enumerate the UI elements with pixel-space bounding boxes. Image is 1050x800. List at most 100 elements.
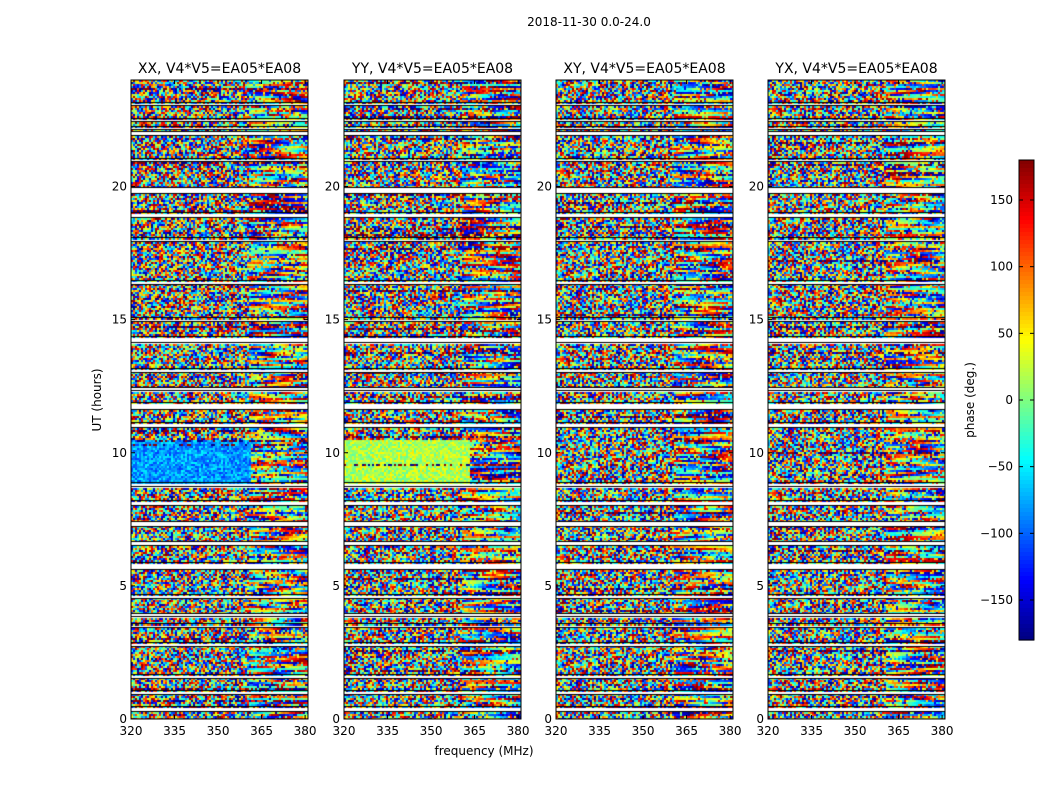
y-tick-label: 15 (325, 313, 340, 327)
colorbar-segment (1019, 400, 1034, 405)
x-tick-label: 320 (757, 724, 780, 738)
colorbar-segment (1019, 184, 1034, 189)
colorbar-segment (1019, 276, 1034, 281)
colorbar-segment (1019, 332, 1034, 337)
colorbar-segment (1019, 316, 1034, 321)
x-tick-label: 380 (931, 724, 954, 738)
figure-title: 2018-11-30 0.0-24.0 (527, 15, 651, 29)
x-tick-label: 365 (250, 724, 273, 738)
x-tick-label: 350 (632, 724, 655, 738)
y-tick-label: 10 (325, 446, 340, 460)
colorbar-segment (1019, 576, 1034, 581)
colorbar-segment (1019, 208, 1034, 213)
colorbar-segment (1019, 536, 1034, 541)
y-tick-label: 5 (332, 579, 340, 593)
colorbar-segment (1019, 620, 1034, 625)
colorbar-segment (1019, 564, 1034, 569)
colorbar-segment (1019, 496, 1034, 501)
colorbar-segment (1019, 608, 1034, 613)
colorbar-segment (1019, 548, 1034, 553)
colorbar-tick-label: −50 (988, 460, 1013, 474)
colorbar-segment (1019, 444, 1034, 449)
y-tick-label: 20 (537, 180, 552, 194)
colorbar-segment (1019, 460, 1034, 465)
x-tick-label: 320 (333, 724, 356, 738)
heatmap-canvas (344, 80, 521, 719)
colorbar-segment (1019, 420, 1034, 425)
colorbar-label: phase (deg.) (963, 362, 977, 438)
x-tick-label: 350 (207, 724, 230, 738)
heatmap-xy (556, 80, 733, 719)
panel-xy: XY, V4*V5=EA05*EA08 320 335 350 365 380 0 5 10 15… (537, 61, 742, 738)
colorbar-segment (1019, 304, 1034, 309)
colorbar-segment (1019, 580, 1034, 585)
x-tick-label: 350 (844, 724, 867, 738)
colorbar-segment (1019, 572, 1034, 577)
y-tick-label: 5 (119, 579, 127, 593)
colorbar-segment (1019, 500, 1034, 505)
y-tick-label: 20 (325, 180, 340, 194)
colorbar-segment (1019, 244, 1034, 249)
x-tick-label: 365 (887, 724, 910, 738)
colorbar-segment (1019, 612, 1034, 617)
colorbar-segment (1019, 456, 1034, 461)
x-axis-label: frequency (MHz) (434, 744, 533, 758)
colorbar-segment (1019, 172, 1034, 177)
colorbar-segment (1019, 168, 1034, 173)
colorbar-tick-label: −150 (980, 593, 1013, 607)
panel-title: YX, V4*V5=EA05*EA08 (774, 61, 937, 77)
colorbar-segment (1019, 636, 1034, 641)
colorbar-segment (1019, 552, 1034, 557)
panel-title: XX, V4*V5=EA05*EA08 (138, 61, 301, 77)
colorbar-segment (1019, 288, 1034, 293)
x-tick-label: 335 (800, 724, 823, 738)
colorbar-segment (1019, 160, 1034, 165)
colorbar-segment (1019, 372, 1034, 377)
colorbar-segment (1019, 296, 1034, 301)
y-tick-label: 15 (537, 313, 552, 327)
colorbar-segment (1019, 196, 1034, 201)
colorbar-segment (1019, 516, 1034, 521)
colorbar-segment (1019, 164, 1034, 169)
colorbar-segment (1019, 328, 1034, 333)
x-tick-label: 365 (675, 724, 698, 738)
colorbar-segment (1019, 404, 1034, 409)
colorbar-segment (1019, 524, 1034, 529)
colorbar-segment (1019, 512, 1034, 517)
colorbar-segment (1019, 324, 1034, 329)
colorbar-tick-label: 150 (990, 193, 1013, 207)
colorbar-segment (1019, 504, 1034, 509)
colorbar-segment (1019, 228, 1034, 233)
x-tick-label: 320 (545, 724, 568, 738)
x-tick-label: 380 (294, 724, 317, 738)
colorbar-segment (1019, 616, 1034, 621)
colorbar-segment (1019, 528, 1034, 533)
colorbar-segment (1019, 588, 1034, 593)
colorbar-segment (1019, 224, 1034, 229)
colorbar-segment (1019, 380, 1034, 385)
panel-frame (555, 79, 734, 720)
colorbar-segment (1019, 628, 1034, 633)
colorbar-segment (1019, 436, 1034, 441)
colorbar-segment (1019, 408, 1034, 413)
colorbar-segment (1019, 356, 1034, 361)
heatmap-yx (768, 80, 945, 719)
colorbar-segment (1019, 632, 1034, 637)
colorbar-segment (1019, 352, 1034, 357)
colorbar-segment (1019, 468, 1034, 473)
y-tick-label: 20 (112, 180, 127, 194)
colorbar-segment (1019, 396, 1034, 401)
y-tick-label: 0 (544, 712, 552, 726)
x-tick-label: 335 (163, 724, 186, 738)
colorbar-segment (1019, 604, 1034, 609)
colorbar-segment (1019, 596, 1034, 601)
colorbar: −150 −100 −50 0 50 100 150 (980, 159, 1035, 641)
colorbar-tick-label: 50 (998, 326, 1013, 340)
colorbar-segment (1019, 336, 1034, 341)
colorbar-segment (1019, 280, 1034, 285)
y-axis-label: UT (hours) (90, 368, 104, 431)
colorbar-segment (1019, 236, 1034, 241)
y-tick-label: 15 (112, 313, 127, 327)
colorbar-segment (1019, 424, 1034, 429)
